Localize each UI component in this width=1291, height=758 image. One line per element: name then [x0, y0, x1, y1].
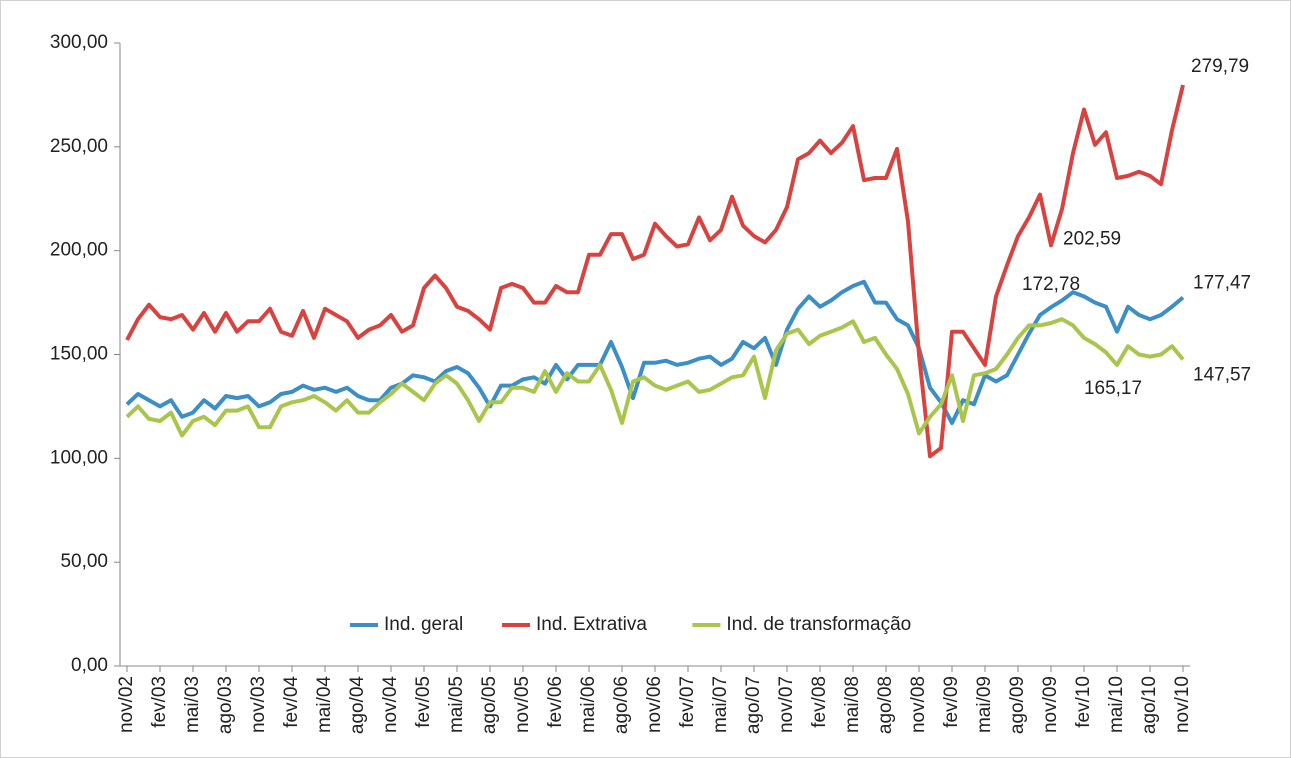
series-line [125, 279, 1185, 425]
x-tick-label: ago/03 [215, 676, 236, 734]
series-line [125, 84, 1185, 459]
data-label: 172,78 [1022, 274, 1080, 295]
x-tick-label: ago/04 [347, 676, 368, 735]
x-tick-label: fev/04 [281, 676, 302, 728]
x-tick-label: mai/05 [446, 676, 467, 733]
x-tick-label: nov/06 [644, 676, 665, 733]
x-tick-label: nov/04 [380, 676, 401, 733]
data-label: 177,47 [1193, 272, 1251, 293]
x-tick-label: nov/05 [512, 676, 533, 733]
x-tick-label: ago/07 [743, 676, 764, 734]
data-label: 165,17 [1084, 378, 1142, 399]
x-tick-label: nov/02 [116, 676, 137, 733]
x-tick-label: fev/08 [809, 676, 830, 728]
y-tick-label: 150,00 [50, 344, 108, 365]
x-tick-label: mai/03 [182, 676, 203, 733]
y-tick-label: 300,00 [50, 32, 108, 53]
data-label: 202,59 [1063, 228, 1121, 249]
y-tick-label: 200,00 [50, 240, 108, 261]
legend-label: Ind. Extrativa [536, 614, 647, 635]
x-tick-label: ago/05 [479, 676, 500, 734]
x-tick-label: nov/07 [776, 676, 797, 733]
legend-label: Ind. de transformação [726, 614, 911, 635]
x-tick-label: fev/07 [677, 676, 698, 728]
x-tick-label: mai/09 [974, 676, 995, 733]
x-tick-label: mai/10 [1106, 676, 1127, 733]
x-tick-label: ago/06 [611, 676, 632, 734]
x-tick-label: ago/09 [1007, 676, 1028, 734]
x-tick-label: mai/08 [842, 676, 863, 733]
x-tick-label: nov/10 [1172, 676, 1193, 733]
x-tick-label: mai/07 [710, 676, 731, 733]
y-tick-label: 250,00 [50, 136, 108, 157]
x-tick-label: ago/10 [1139, 676, 1160, 734]
x-tick-label: fev/05 [413, 676, 434, 728]
y-tick-label: 0,00 [71, 655, 108, 676]
data-label: 279,79 [1191, 56, 1249, 77]
x-tick-label: fev/10 [1073, 676, 1094, 728]
x-tick-label: nov/08 [908, 676, 929, 733]
x-tick-label: ago/08 [875, 676, 896, 734]
y-tick-label: 100,00 [50, 447, 108, 468]
x-tick-label: mai/06 [578, 676, 599, 733]
legend-label: Ind. geral [384, 614, 463, 635]
x-tick-label: mai/04 [314, 676, 335, 733]
x-tick-label: fev/09 [941, 676, 962, 728]
x-tick-label: nov/03 [248, 676, 269, 733]
series-line [125, 317, 1185, 438]
y-tick-label: 50,00 [60, 551, 108, 572]
x-tick-label: nov/09 [1040, 676, 1061, 733]
x-tick-label: fev/06 [545, 676, 566, 728]
data-label: 147,57 [1193, 365, 1251, 386]
x-tick-label: fev/03 [149, 676, 170, 728]
